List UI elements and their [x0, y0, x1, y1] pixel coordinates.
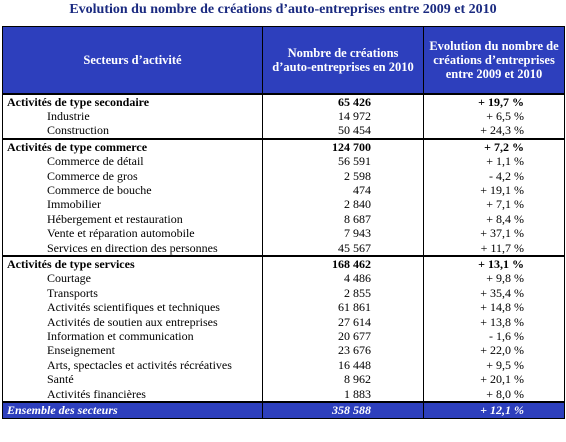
row: Information et communication 20 677- 1,6 …	[2, 329, 565, 344]
change-cell: + 8,0 %	[423, 386, 565, 403]
count-cell: 4 486	[262, 271, 424, 287]
sector-cell: Activités scientifiques et techniques	[2, 300, 263, 315]
count-cell: 2 855	[262, 286, 424, 301]
count-cell: 124 700	[262, 138, 424, 155]
sector-cell: Commerce de gros	[2, 168, 263, 184]
row: Transports 2 855 + 35,4 %	[2, 286, 565, 301]
row: Commerce de gros 2 598- 4,2 %	[2, 168, 565, 184]
change-cell: + 35,4 %	[423, 286, 565, 301]
count-cell: 358 588	[262, 401, 424, 419]
count-cell: 56 591	[262, 154, 424, 169]
change-cell: + 19,1 %	[423, 183, 565, 198]
change-cell: + 13,8 %	[423, 314, 565, 330]
sector-cell: Arts, spectacles et activités récréative…	[2, 358, 263, 373]
sector-cell: Activités de type commerce	[2, 138, 263, 155]
sector-cell: Activités de type services	[2, 255, 263, 272]
sector-cell: Vente et réparation automobile	[2, 226, 263, 241]
count-cell: 168 462	[262, 255, 424, 272]
count-cell: 50 454	[262, 123, 424, 140]
row: Vente et réparation automobile 7 943 + 37,…	[2, 226, 565, 241]
count-cell: 23 676	[262, 343, 424, 359]
sector-cell: Transports	[2, 286, 263, 301]
sector-cell: Enseignement	[2, 343, 263, 359]
row: Commerce de bouche 474 + 19,1 %	[2, 183, 565, 198]
row: Hébergement et restauration 8 687 + 8,4 %	[2, 212, 565, 227]
change-cell: + 9,8 %	[423, 271, 565, 287]
sector-cell: Construction	[2, 123, 263, 140]
sector-cell: Activités de type secondaire	[2, 92, 263, 110]
count-cell: 8 962	[262, 372, 424, 387]
table: Secteurs d’activité Nombre de créations …	[2, 26, 565, 419]
sector-cell: Ensemble des secteurs	[2, 401, 263, 419]
change-cell: + 7,1 %	[423, 197, 565, 213]
sector-cell: Courtage	[2, 271, 263, 287]
row: Activités de soutien aux entreprises 27 6…	[2, 314, 565, 330]
count-cell: 7 943	[262, 226, 424, 241]
row: Santé 8 962 + 20,1 %	[2, 372, 565, 387]
sector-cell: Activités financières	[2, 386, 263, 403]
count-cell: 61 861	[262, 300, 424, 315]
row: Ensemble des secteurs 358 588 + 12,1 %	[2, 401, 565, 419]
count-cell: 2 840	[262, 197, 424, 213]
change-cell: + 1,1 %	[423, 154, 565, 169]
count-cell: 14 972	[262, 109, 424, 124]
row: Activités de type commerce 124 700 + 7,2 %	[2, 138, 565, 155]
row: Activités de type secondaire 65 426 + 19,7…	[2, 92, 565, 110]
change-cell: + 19,7 %	[423, 92, 565, 110]
count-cell: 8 687	[262, 212, 424, 227]
sector-cell: Santé	[2, 372, 263, 387]
sector-cell: Activités de soutien aux entreprises	[2, 314, 263, 330]
change-cell: + 7,2 %	[423, 138, 565, 155]
change-cell: + 13,1 %	[423, 255, 565, 272]
change-cell: + 12,1 %	[423, 401, 565, 419]
row: Industrie 14 972 + 6,5 %	[2, 109, 565, 124]
change-cell: + 11,7 %	[423, 240, 565, 257]
sector-cell: Services en direction des personnes	[2, 240, 263, 257]
change-cell: + 24,3 %	[423, 123, 565, 140]
count-cell: 65 426	[262, 92, 424, 110]
change-cell: + 9,5 %	[423, 358, 565, 373]
row: Activités scientifiques et techniques 61 …	[2, 300, 565, 315]
change-cell: + 14,8 %	[423, 300, 565, 315]
sector-cell: Immobilier	[2, 197, 263, 213]
change-cell: - 1,6 %	[423, 329, 565, 344]
count-cell: 1 883	[262, 386, 424, 403]
change-cell: + 20,1 %	[423, 372, 565, 387]
row: Arts, spectacles et activités récréative…	[2, 358, 565, 373]
sector-cell: Industrie	[2, 109, 263, 124]
header-cell: Evolution du nombre de créations d’entre…	[423, 26, 565, 95]
header-cell: Nombre de créations d’auto-entreprises e…	[262, 26, 424, 95]
count-cell: 474	[262, 183, 424, 198]
count-cell: 20 677	[262, 329, 424, 344]
change-cell: + 22,0 %	[423, 343, 565, 359]
row: Commerce de détail 56 591 + 1,1 %	[2, 154, 565, 169]
row: Enseignement 23 676 + 22,0 %	[2, 343, 565, 359]
count-cell: 2 598	[262, 168, 424, 184]
count-cell: 45 567	[262, 240, 424, 257]
sector-cell: Hébergement et restauration	[2, 212, 263, 227]
change-cell: - 4,2 %	[423, 168, 565, 184]
row: Immobilier 2 840 + 7,1 %	[2, 197, 565, 213]
count-cell: 27 614	[262, 314, 424, 330]
change-cell: + 37,1 %	[423, 226, 565, 241]
row: Courtage 4 486 + 9,8 %	[2, 271, 565, 287]
sector-cell: Commerce de bouche	[2, 183, 263, 198]
row: Activités financières 1 883 + 8,0 %	[2, 386, 565, 403]
row: Construction 50 454 + 24,3 %	[2, 123, 565, 140]
change-cell: + 6,5 %	[423, 109, 565, 124]
sector-cell: Information et communication	[2, 329, 263, 344]
change-cell: + 8,4 %	[423, 212, 565, 227]
header-row: Secteurs d’activité Nombre de créations …	[2, 26, 565, 95]
row: Services en direction des personnes 45 56…	[2, 240, 565, 257]
title: Evolution du nombre de créations d’auto-…	[69, 2, 497, 17]
sector-cell: Commerce de détail	[2, 154, 263, 169]
header-cell: Secteurs d’activité	[2, 26, 263, 95]
row: Activités de type services 168 462 + 13,1 …	[2, 255, 565, 272]
count-cell: 16 448	[262, 358, 424, 373]
